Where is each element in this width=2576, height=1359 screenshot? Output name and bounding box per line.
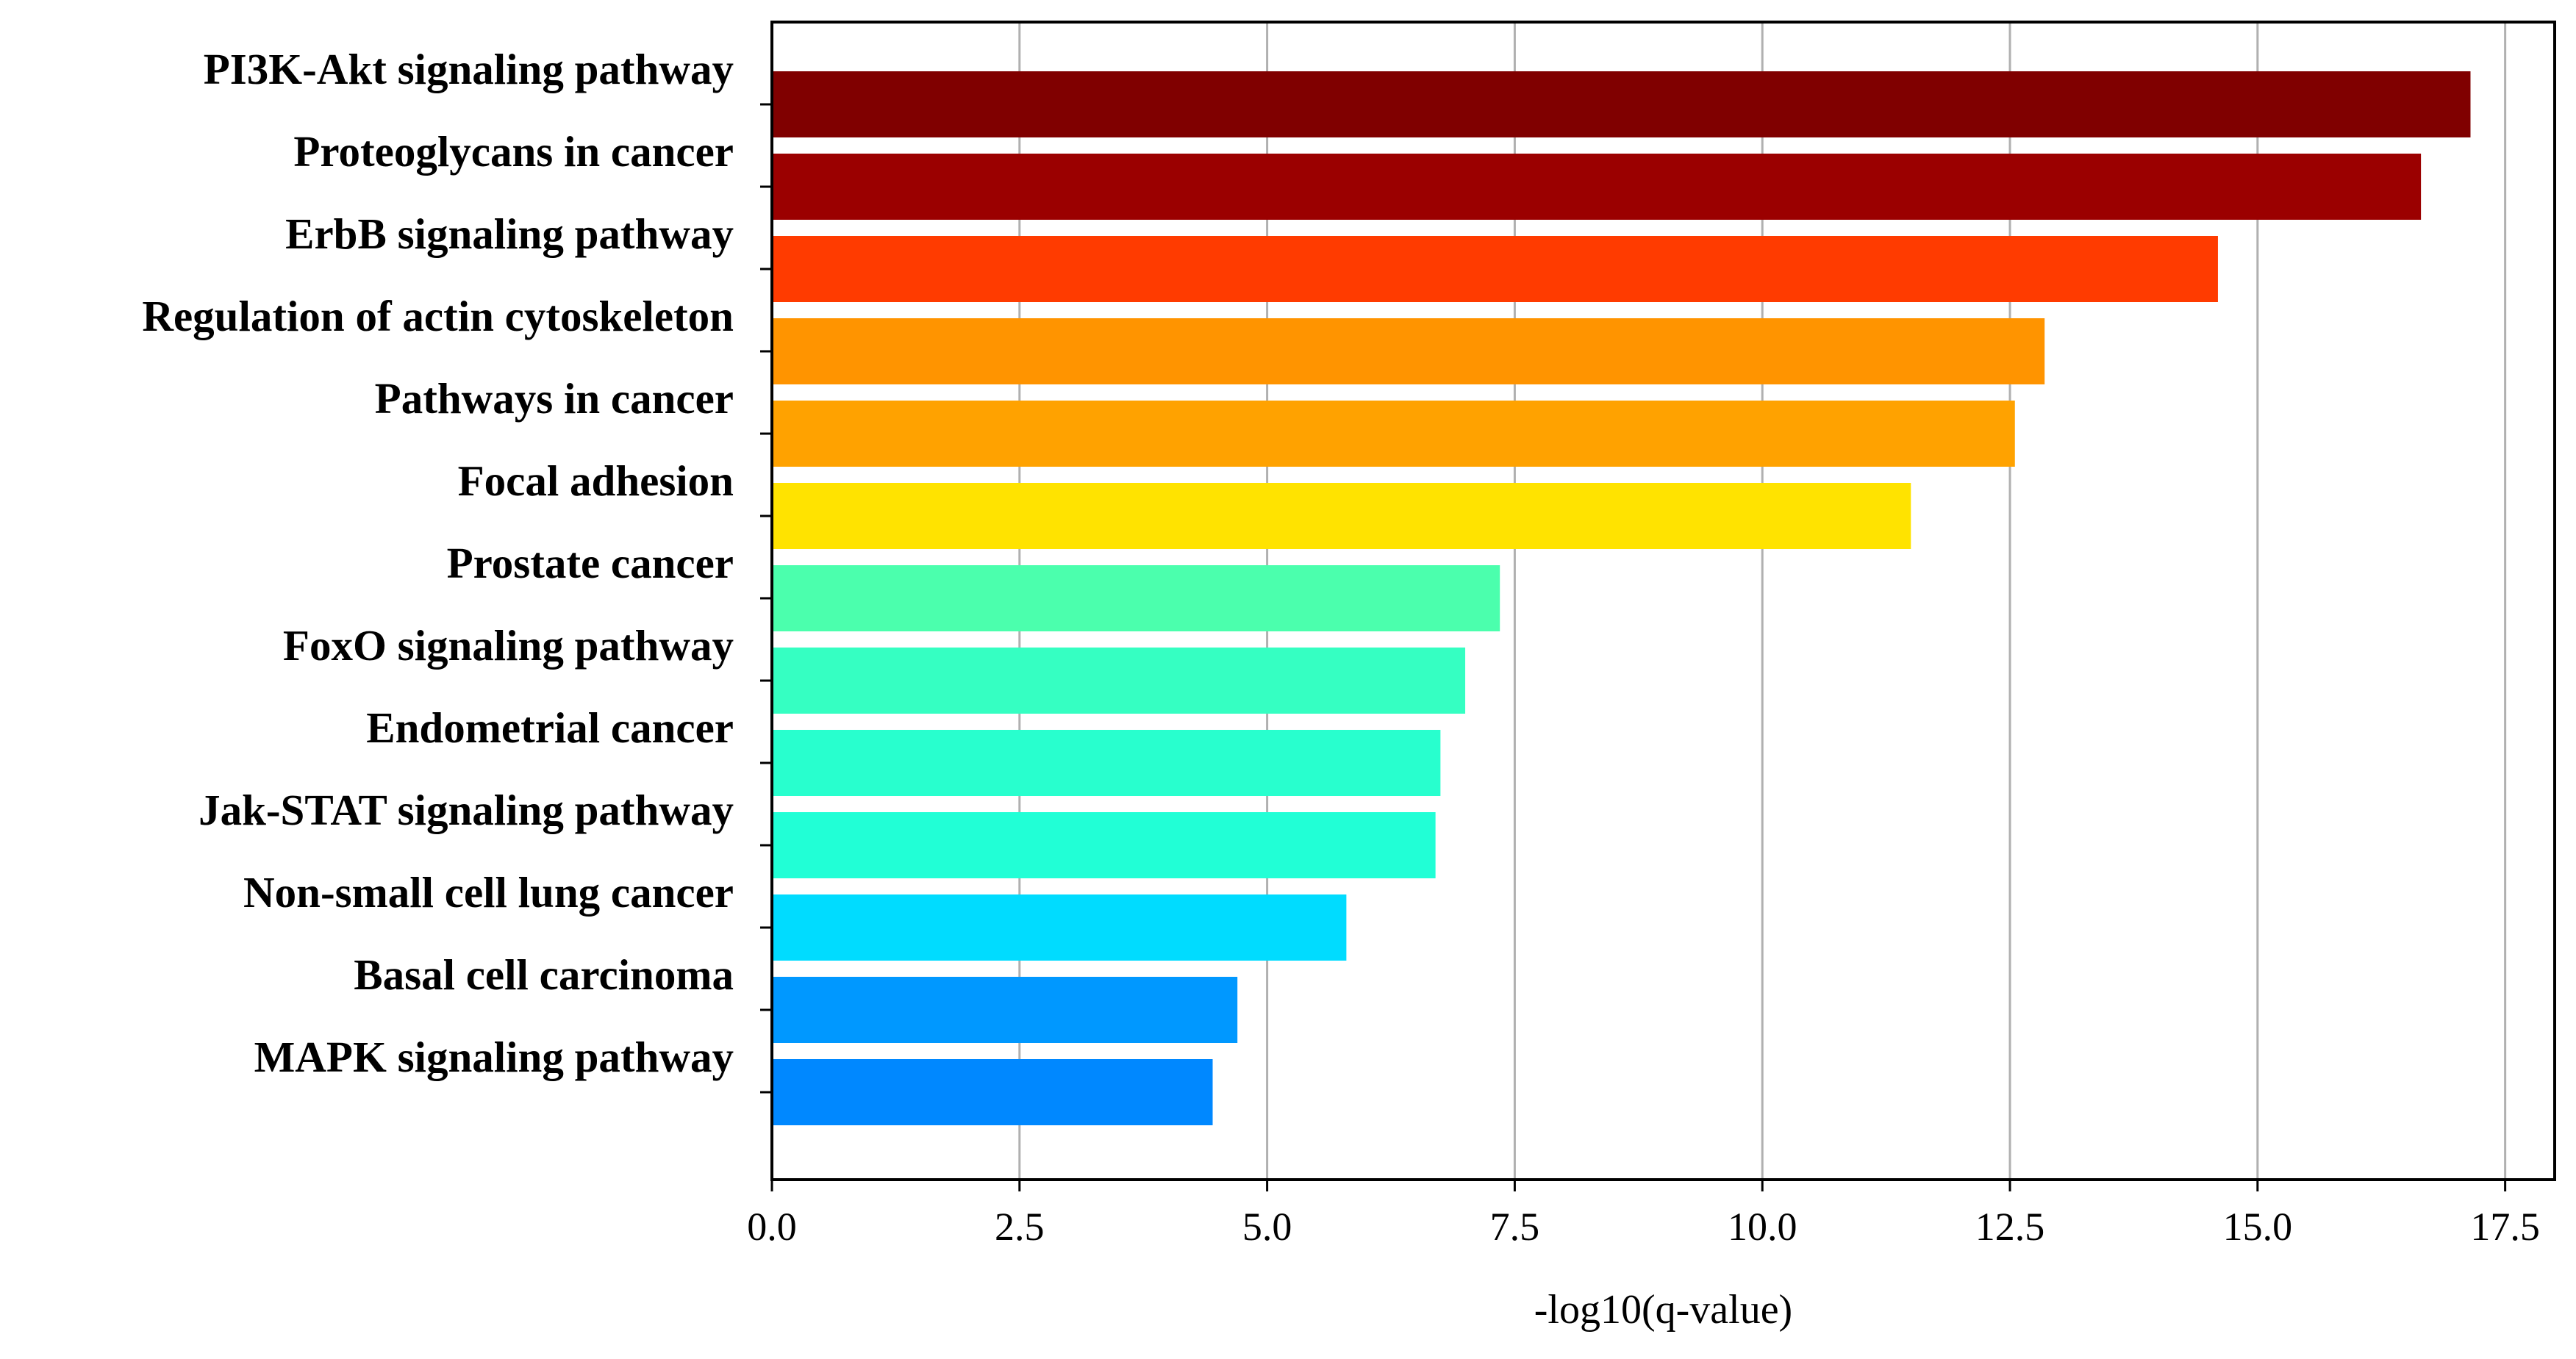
category-label: Basal cell carcinoma (354, 950, 734, 999)
bar (772, 71, 2471, 137)
y-axis: PI3K-Akt signaling pathway Proteoglycans … (142, 45, 772, 1094)
x-axis: 0.0 2.5 5.0 7.5 10.0 12.5 15.0 17.5 (747, 1180, 2540, 1249)
bar (772, 565, 1500, 631)
x-tick-label: 0.0 (747, 1205, 797, 1249)
x-tick-label: 15.0 (2223, 1205, 2293, 1249)
bar (772, 1059, 1213, 1125)
category-label: Jak-STAT signaling pathway (198, 786, 734, 834)
category-label: ErbB signaling pathway (285, 209, 734, 258)
category-label: Focal adhesion (458, 456, 734, 505)
bar (772, 483, 1911, 549)
bar (772, 648, 1466, 714)
bar (772, 894, 1347, 961)
x-axis-title: -log10(q-value) (1534, 1287, 1792, 1333)
bar (772, 318, 2045, 384)
bar (772, 154, 2422, 220)
category-label: Pathways in cancer (375, 374, 734, 423)
category-label: Endometrial cancer (366, 703, 734, 752)
x-tick-label: 2.5 (995, 1205, 1045, 1249)
x-tick-label: 17.5 (2470, 1205, 2540, 1249)
category-label: Prostate cancer (447, 539, 734, 587)
category-label: MAPK signaling pathway (254, 1033, 734, 1081)
bar (772, 977, 1238, 1043)
category-label: PI3K-Akt signaling pathway (204, 45, 734, 93)
category-label: Proteoglycans in cancer (293, 127, 734, 176)
x-tick-label: 12.5 (1975, 1205, 2045, 1249)
plot-frame (770, 21, 2556, 1181)
category-label: Regulation of actin cytoskeleton (142, 292, 734, 340)
bar (772, 236, 2218, 302)
category-label: FoxO signaling pathway (283, 621, 734, 670)
x-tick-label: 7.5 (1490, 1205, 1540, 1249)
bars (772, 71, 2471, 1125)
category-label: Non-small cell lung cancer (243, 868, 734, 917)
bar (772, 730, 1441, 796)
bar (772, 812, 1436, 878)
x-tick-label: 5.0 (1242, 1205, 1292, 1249)
x-tick-label: 10.0 (1728, 1205, 1797, 1249)
bar (772, 401, 2015, 467)
